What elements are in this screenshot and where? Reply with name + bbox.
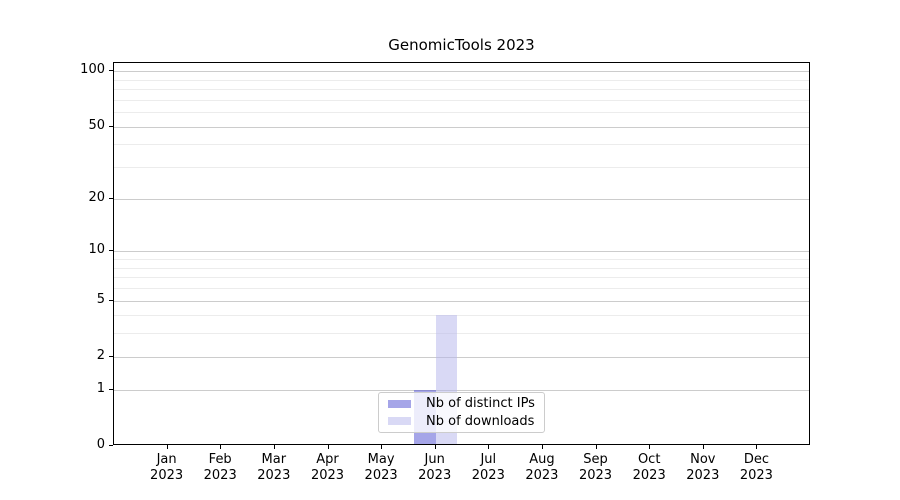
y-tick-mark xyxy=(109,299,113,301)
minor-gridline xyxy=(114,277,809,279)
major-gridline xyxy=(114,251,809,253)
y-tick-label: 0 xyxy=(96,437,105,452)
x-tick-label: Jun 2023 xyxy=(418,452,452,483)
major-gridline xyxy=(114,126,809,128)
x-tick-mark xyxy=(702,445,704,449)
legend-label-downloads: Nb of downloads xyxy=(426,413,535,429)
minor-gridline xyxy=(114,79,809,81)
legend: Nb of distinct IPs Nb of downloads xyxy=(378,392,545,433)
major-gridline xyxy=(114,389,809,391)
y-tick-mark xyxy=(109,388,113,390)
minor-gridline xyxy=(114,267,809,269)
legend-swatch-distinct-ips-icon xyxy=(388,399,411,408)
minor-gridline xyxy=(114,112,809,114)
major-gridline xyxy=(114,356,809,358)
x-tick-mark xyxy=(756,445,758,449)
x-tick-label: Jul 2023 xyxy=(471,452,505,483)
x-tick-mark xyxy=(541,445,543,449)
legend-item-downloads: Nb of downloads xyxy=(379,413,544,430)
minor-gridline xyxy=(114,89,809,91)
x-tick-mark xyxy=(434,445,436,449)
major-gridline xyxy=(114,71,809,73)
x-tick-mark xyxy=(488,445,490,449)
major-gridline xyxy=(114,300,809,302)
x-tick-mark xyxy=(595,445,597,449)
minor-gridline xyxy=(114,167,809,169)
x-tick-mark xyxy=(220,445,222,449)
x-tick-mark xyxy=(649,445,651,449)
x-tick-label: Apr 2023 xyxy=(310,452,345,483)
y-tick-mark xyxy=(109,355,113,357)
y-tick-label: 50 xyxy=(88,117,105,133)
y-tick-label: 10 xyxy=(88,242,105,258)
minor-gridline xyxy=(114,288,809,289)
x-tick-label: Feb 2023 xyxy=(203,452,237,483)
y-tick-label: 5 xyxy=(96,291,105,307)
chart-title: GenomicTools 2023 xyxy=(388,36,535,54)
minor-gridline xyxy=(114,99,809,101)
y-tick-label: 20 xyxy=(88,189,105,205)
x-tick-mark xyxy=(166,445,168,449)
x-tick-label: Dec 2023 xyxy=(739,452,773,483)
minor-gridline xyxy=(114,144,809,146)
legend-item-distinct-ips: Nb of distinct IPs xyxy=(379,395,544,412)
y-tick-label: 100 xyxy=(80,62,105,78)
legend-swatch-downloads-icon xyxy=(388,417,411,426)
y-tick-label: 2 xyxy=(96,347,105,363)
x-tick-mark xyxy=(273,445,275,449)
x-tick-label: Jan 2023 xyxy=(150,452,184,483)
y-tick-mark xyxy=(109,197,113,199)
y-tick-mark xyxy=(109,445,113,446)
x-tick-label: Nov 2023 xyxy=(686,452,720,483)
minor-gridline xyxy=(114,259,809,260)
x-tick-label: Oct 2023 xyxy=(632,452,666,483)
x-tick-label: Aug 2023 xyxy=(525,452,559,483)
minor-gridline xyxy=(114,333,809,335)
y-tick-label: 1 xyxy=(96,380,105,396)
plot-area xyxy=(113,62,810,445)
x-tick-label: Sep 2023 xyxy=(578,452,613,483)
x-tick-mark xyxy=(327,445,329,449)
x-tick-label: May 2023 xyxy=(364,452,398,483)
y-tick-mark xyxy=(109,70,113,72)
major-gridline xyxy=(114,198,809,200)
y-tick-mark xyxy=(109,125,113,127)
minor-gridline xyxy=(114,315,809,317)
x-tick-mark xyxy=(381,445,383,449)
y-tick-mark xyxy=(109,250,113,252)
x-tick-label: Mar 2023 xyxy=(257,452,291,483)
legend-label-distinct-ips: Nb of distinct IPs xyxy=(426,396,535,412)
